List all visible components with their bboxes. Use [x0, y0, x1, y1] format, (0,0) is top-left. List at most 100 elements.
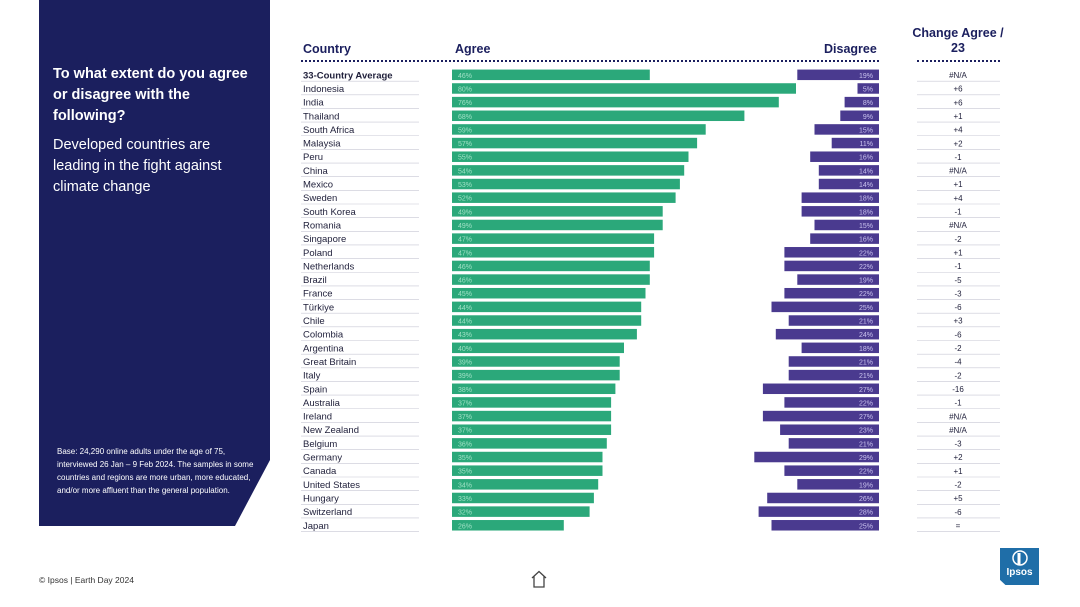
footer-credit: © Ipsos | Earth Day 2024 — [39, 575, 134, 585]
agree-bar — [452, 69, 650, 81]
country-label: Canada — [303, 466, 337, 477]
disagree-bar — [788, 356, 879, 367]
country-label: Italy — [303, 371, 321, 382]
disagree-bar — [758, 506, 879, 517]
change-value: -5 — [954, 276, 962, 285]
agree-value-label: 37% — [458, 414, 472, 421]
disagree-bar — [857, 83, 879, 94]
statement-text: Developed countries are leading in the f… — [53, 137, 222, 195]
country-label: Hungary — [303, 493, 339, 504]
agree-bar — [452, 356, 620, 367]
agree-value-label: 46% — [458, 73, 472, 80]
disagree-value-label: 16% — [859, 237, 873, 244]
country-label: Netherlands — [303, 261, 354, 272]
agree-value-label: 49% — [458, 223, 472, 230]
disagree-bar — [762, 383, 879, 395]
disagree-bar — [840, 110, 879, 122]
diverging-bar-chart: 33-Country Average 46% 19% #N/A Indonesia 80%… — [301, 69, 1000, 532]
disagree-value-label: 23% — [859, 428, 873, 435]
agree-value-label: 38% — [458, 387, 472, 394]
country-label: France — [303, 289, 333, 300]
agree-value-label: 26% — [458, 523, 472, 530]
disagree-value-label: 21% — [859, 441, 873, 448]
agree-bar — [452, 383, 616, 395]
agree-bar — [452, 301, 642, 313]
ipsos-logo: Ipsos — [1000, 548, 1039, 585]
agree-bar — [452, 424, 612, 435]
country-label: Germany — [303, 453, 342, 464]
disagree-bar — [775, 328, 879, 340]
agree-value-label: 36% — [458, 441, 472, 448]
country-label: Malaysia — [303, 139, 341, 150]
change-value: -2 — [954, 371, 962, 380]
disagree-bar — [784, 260, 879, 272]
agree-bar — [452, 206, 663, 217]
country-label: Australia — [303, 398, 341, 409]
disagree-value-label: 19% — [859, 482, 873, 489]
header-divider-change — [917, 60, 1000, 62]
change-value: +1 — [953, 180, 963, 189]
disagree-value-label: 22% — [859, 250, 873, 257]
disagree-bar — [814, 124, 879, 135]
disagree-bar — [797, 69, 879, 81]
country-label: India — [303, 98, 324, 109]
agree-bar — [452, 165, 685, 176]
disagree-bar — [818, 178, 879, 190]
country-label: New Zealand — [303, 425, 359, 436]
header-agree: Agree — [455, 42, 491, 56]
change-value: -1 — [954, 399, 962, 408]
change-value: -1 — [954, 208, 962, 217]
agree-value-label: 53% — [458, 182, 472, 189]
agree-value-label: 37% — [458, 400, 472, 407]
agree-value-label: 44% — [458, 319, 472, 326]
country-label: Argentina — [303, 343, 344, 354]
disagree-bar — [801, 206, 879, 217]
agree-bar — [452, 192, 676, 203]
agree-bar — [452, 83, 796, 94]
agree-bar — [452, 260, 650, 272]
disagree-bar — [797, 274, 879, 285]
agree-bar — [452, 410, 612, 422]
change-value: -6 — [954, 508, 962, 517]
change-value: -16 — [952, 385, 964, 394]
disagree-bar — [810, 233, 879, 244]
country-label: China — [303, 166, 329, 177]
change-value: -1 — [954, 262, 962, 271]
base-note: Base: 24,290 online adults under the age… — [57, 447, 254, 495]
disagree-bar — [814, 219, 879, 231]
home-icon[interactable] — [531, 570, 547, 588]
disagree-bar — [784, 287, 879, 299]
disagree-value-label: 15% — [859, 223, 873, 230]
agree-bar — [452, 96, 779, 108]
agree-value-label: 46% — [458, 264, 472, 271]
country-label: Poland — [303, 248, 333, 259]
disagree-value-label: 14% — [859, 182, 873, 189]
change-value: -3 — [954, 289, 962, 298]
disagree-value-label: 25% — [859, 305, 873, 312]
agree-bar — [452, 451, 603, 463]
change-value: +4 — [953, 194, 963, 203]
disagree-bar — [754, 451, 879, 463]
disagree-bar — [788, 369, 879, 381]
question-text: To what extent do you agree or disagree … — [53, 66, 248, 124]
disagree-bar — [784, 397, 879, 408]
country-label: Singapore — [303, 234, 346, 245]
disagree-bar — [797, 479, 879, 490]
agree-bar — [452, 137, 698, 149]
disagree-value-label: 19% — [859, 73, 873, 80]
disagree-bar — [788, 438, 879, 449]
agree-value-label: 76% — [458, 100, 472, 107]
country-label: Türkiye — [303, 302, 334, 313]
country-label: Sweden — [303, 193, 337, 204]
agree-bar — [452, 178, 680, 190]
disagree-value-label: 14% — [859, 168, 873, 175]
agree-value-label: 39% — [458, 373, 472, 380]
header-change: Change Agree / 23 — [912, 26, 1004, 55]
country-label: Great Britain — [303, 357, 356, 368]
disagree-bar — [801, 192, 879, 203]
change-value: -2 — [954, 235, 962, 244]
agree-bar — [452, 438, 607, 449]
agree-value-label: 43% — [458, 332, 472, 339]
change-value: +3 — [953, 317, 963, 326]
country-label: Mexico — [303, 180, 333, 191]
